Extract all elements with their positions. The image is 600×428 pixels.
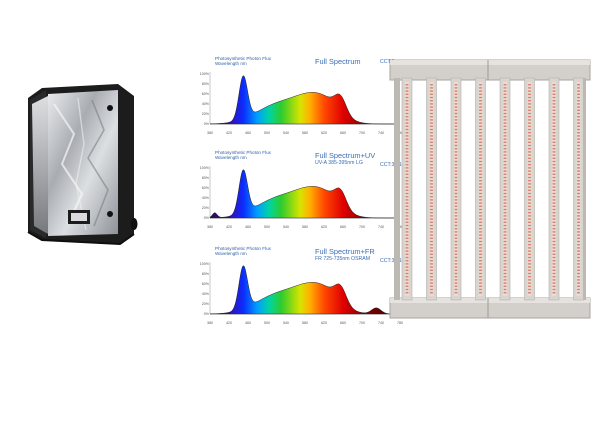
x-tick-label: 620 — [321, 131, 327, 135]
spectrum-graph — [209, 72, 400, 125]
x-tick-label: 580 — [302, 225, 308, 229]
spectrum-name: Full Spectrum+UV — [315, 151, 376, 160]
x-tick-label: 540 — [283, 225, 289, 229]
x-tick-label: 660 — [340, 131, 346, 135]
spectrum-curve — [209, 169, 400, 219]
x-tick-label: 740 — [378, 131, 384, 135]
x-tick-label: 420 — [226, 131, 232, 135]
grow-tent-image — [27, 84, 138, 246]
x-tick-label: 580 — [302, 131, 308, 135]
panel-title: Photosynthetic Photon Flux Wavelength nm — [215, 56, 271, 67]
x-tick-label: 380 — [207, 321, 213, 325]
x-tick-label: 580 — [302, 321, 308, 325]
spectrum-curve — [209, 75, 400, 125]
y-tick-label: 80% — [201, 82, 209, 86]
spectrum-subtitle: UV-A 385-395nm LG — [315, 160, 363, 166]
x-tick-label: 620 — [321, 321, 327, 325]
y-tick-label: 100% — [199, 166, 209, 170]
y-tick-label: 0% — [203, 122, 209, 126]
cct-label: CCT:3 — [380, 59, 395, 65]
x-tick-label: 500 — [264, 321, 270, 325]
y-tick-label: 80% — [201, 272, 209, 276]
spectrum-panel-uv: Photosynthetic Photon Flux Wavelength nm… — [199, 150, 411, 254]
spectrum-graph — [209, 166, 400, 219]
x-tick-label: 780 — [397, 321, 403, 325]
y-tick-label: 20% — [201, 112, 209, 116]
x-tick-label: 740 — [378, 321, 384, 325]
led-light-bar — [450, 77, 462, 301]
spectrum-subtitle: FR 725-735nm OSRAM — [315, 256, 371, 262]
led-light-bar — [401, 77, 413, 301]
y-tick-label: 40% — [201, 196, 209, 200]
led-light-bar — [475, 77, 486, 301]
panel-title: Photosynthetic Photon Flux Wavelength nm — [215, 246, 271, 257]
led-light-bar — [573, 77, 584, 301]
x-tick-label: 540 — [283, 131, 289, 135]
x-tick-label: 460 — [245, 225, 251, 229]
x-tick-label: 460 — [245, 131, 251, 135]
y-tick-label: 0% — [203, 312, 209, 316]
spectrum-graph — [209, 262, 400, 315]
y-tick-label: 100% — [199, 72, 209, 76]
panel-title: Photosynthetic Photon Flux Wavelength nm — [215, 150, 271, 161]
x-tick-label: 700 — [359, 225, 365, 229]
led-grow-light-image — [389, 59, 591, 319]
y-tick-label: 60% — [201, 186, 209, 190]
x-tick-label: 420 — [226, 225, 232, 229]
spectrum-name: Full Spectrum — [315, 57, 361, 66]
y-tick-label: 80% — [201, 176, 209, 180]
x-tick-label: 540 — [283, 321, 289, 325]
spectrum-curve — [209, 265, 400, 315]
spectrum-name: Full Spectrum+FR — [315, 247, 375, 256]
y-tick-label: 100% — [199, 262, 209, 266]
led-light-bar — [524, 77, 535, 301]
led-light-bar — [499, 77, 511, 301]
led-light-bar — [548, 77, 560, 301]
y-tick-label: 20% — [201, 206, 209, 210]
y-tick-label: 60% — [201, 92, 209, 96]
x-tick-label: 380 — [207, 131, 213, 135]
spectrum-panel-full: Photosynthetic Photon Flux Wavelength nm… — [200, 56, 410, 160]
y-tick-label: 60% — [201, 282, 209, 286]
x-tick-label: 460 — [245, 321, 251, 325]
x-tick-label: 660 — [340, 321, 346, 325]
x-tick-label: 380 — [207, 225, 213, 229]
led-light-bar — [426, 77, 437, 301]
x-tick-label: 660 — [340, 225, 346, 229]
y-tick-label: 40% — [201, 102, 209, 106]
spectrum-panel-fr: Photosynthetic Photon Flux Wavelength nm… — [199, 246, 411, 350]
x-tick-label: 700 — [359, 131, 365, 135]
x-tick-label: 500 — [264, 225, 270, 229]
y-tick-label: 0% — [203, 216, 209, 220]
x-tick-label: 500 — [264, 131, 270, 135]
x-tick-label: 620 — [321, 225, 327, 229]
x-tick-label: 700 — [359, 321, 365, 325]
y-tick-label: 20% — [201, 302, 209, 306]
x-tick-label: 740 — [378, 225, 384, 229]
x-tick-label: 420 — [226, 321, 232, 325]
y-tick-label: 40% — [201, 292, 209, 296]
